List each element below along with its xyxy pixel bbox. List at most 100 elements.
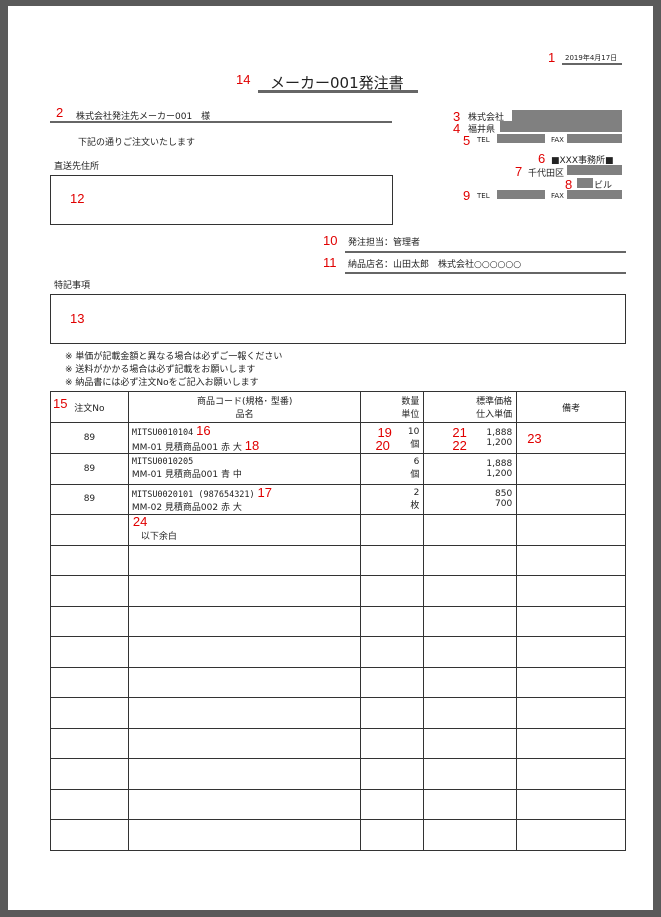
table-row bbox=[50, 666, 626, 698]
table-row bbox=[50, 727, 626, 759]
table-row bbox=[50, 788, 626, 820]
annotation: 22 bbox=[452, 438, 467, 453]
table-row bbox=[50, 697, 626, 729]
note-line: ※ 送料がかかる場合は必ず記載をお願いします bbox=[65, 365, 256, 375]
product-code: MITSU0020101 (987654321) bbox=[131, 490, 255, 501]
order-date: 2019年4月17日 bbox=[565, 54, 618, 62]
annotation: 5 bbox=[463, 133, 471, 148]
ship-to-box bbox=[50, 175, 393, 225]
table-row bbox=[50, 575, 626, 607]
redacted-block bbox=[577, 178, 593, 188]
purchase-order-page: 1 2019年4月17日 14 メーカー001発注書 2 株式会社発注先メーカー… bbox=[8, 6, 653, 910]
cost-price: 700 bbox=[495, 499, 513, 510]
annotation: 18 bbox=[244, 438, 260, 453]
intro-text: 下記の通りご注文いたします bbox=[78, 138, 196, 148]
unit: 枚 bbox=[410, 500, 420, 511]
annotation: 15 bbox=[53, 396, 68, 411]
annotation: 17 bbox=[257, 485, 273, 501]
remarks-box bbox=[50, 294, 626, 344]
annotation: 13 bbox=[70, 311, 85, 326]
header-code: 商品コード(規格･ 型番) bbox=[196, 397, 293, 407]
annotation: 21 bbox=[452, 425, 467, 440]
page-title: メーカー001発注書 bbox=[270, 74, 404, 92]
table-row bbox=[50, 636, 626, 668]
header-order-no: 注文No bbox=[74, 403, 105, 414]
office-building: ビル bbox=[594, 181, 613, 191]
annotation: 4 bbox=[453, 121, 461, 136]
product-name: MM-01 見積商品001 青 中 bbox=[131, 470, 242, 481]
annotation: 16 bbox=[196, 423, 211, 438]
order-no: 89 bbox=[83, 494, 96, 505]
redacted-block bbox=[567, 165, 622, 175]
ship-to-label: 直送先住所 bbox=[54, 162, 100, 172]
table-header: 15 注文No 商品コード(規格･ 型番) 品名 数量単位 標準価格仕入単価 備考 bbox=[50, 391, 626, 423]
annotation: 2 bbox=[56, 105, 64, 120]
note-line: ※ 単価が記載金額と異なる場合は必ずご一報ください bbox=[65, 352, 283, 362]
annotation: 23 bbox=[527, 431, 542, 446]
cost-price: 1,200 bbox=[486, 438, 513, 448]
delivery-store: 納品店名：山田太郎 株式会社○○○○○○ bbox=[348, 260, 522, 270]
sender-prefecture: 福井県 bbox=[468, 125, 496, 135]
product-name: MM-01 見積商品001 赤 大 bbox=[131, 443, 242, 453]
annotation: 20 bbox=[375, 438, 390, 453]
quantity: 6 bbox=[413, 457, 420, 468]
redacted-block bbox=[567, 134, 622, 143]
note-line: ※ 納品書には必ず注文Noをご記入お願いします bbox=[65, 378, 259, 388]
standard-price: 850 bbox=[495, 489, 513, 500]
annotation: 9 bbox=[463, 188, 471, 203]
end-mark: 以下余白 bbox=[140, 532, 177, 542]
office-name: ■XXX事務所■ bbox=[551, 156, 614, 166]
quantity: 2 bbox=[413, 487, 420, 498]
redacted-block bbox=[497, 134, 545, 143]
redacted-block bbox=[512, 110, 622, 121]
header-std-price: 標準価格 bbox=[476, 397, 513, 407]
header-note: 備考 bbox=[562, 403, 581, 414]
annotation: 11 bbox=[323, 255, 337, 270]
table-row bbox=[50, 758, 626, 790]
annotation: 10 bbox=[323, 233, 338, 248]
order-table: 15 注文No 商品コード(規格･ 型番) 品名 数量 単位 標準価格 仕入単価 備考 … bbox=[50, 391, 626, 851]
header-unit: 単位 bbox=[401, 410, 420, 420]
unit: 個 bbox=[410, 470, 420, 481]
annotation: 1 bbox=[548, 50, 556, 65]
product-code: MITSU0010104 bbox=[131, 428, 194, 438]
annotation: 8 bbox=[565, 177, 573, 192]
remarks-label: 特記事項 bbox=[54, 281, 91, 291]
annotation: 6 bbox=[538, 151, 546, 166]
annotation: 19 bbox=[377, 425, 392, 440]
annotation: 3 bbox=[453, 109, 461, 124]
redacted-block bbox=[500, 121, 622, 132]
recipient-name: 株式会社発注先メーカー001 様 bbox=[76, 112, 211, 122]
office-ward: 千代田区 bbox=[528, 169, 565, 179]
quantity: 10 bbox=[407, 426, 420, 437]
table-row bbox=[50, 544, 626, 576]
tel-label: TEL bbox=[477, 192, 490, 200]
product-code: MITSU0010205 bbox=[131, 457, 194, 468]
tel-label: TEL bbox=[477, 136, 490, 144]
annotation: 14 bbox=[236, 72, 251, 87]
order-person: 発注担当：管理者 bbox=[348, 238, 421, 248]
annotation: 24 bbox=[132, 514, 148, 529]
table-row: 24 以下余白 bbox=[50, 514, 626, 546]
unit: 個 bbox=[410, 439, 420, 450]
standard-price: 1,888 bbox=[486, 428, 513, 438]
header-cost: 仕入単価 bbox=[476, 410, 513, 420]
fax-label: FAX bbox=[551, 192, 564, 200]
annotation: 7 bbox=[515, 164, 523, 179]
table-row bbox=[50, 605, 626, 637]
redacted-block bbox=[497, 190, 545, 199]
cost-price: 1,200 bbox=[486, 468, 513, 479]
table-row bbox=[50, 819, 626, 851]
table-row: 89 MITSU0020101 (987654321) 17 MM-02 見積商品… bbox=[50, 483, 626, 515]
header-name: 品名 bbox=[235, 410, 254, 420]
fax-label: FAX bbox=[551, 136, 564, 144]
order-no: 89 bbox=[83, 463, 96, 474]
header-qty: 数量 bbox=[401, 397, 420, 407]
product-name: MM-02 見積商品002 赤 大 bbox=[131, 503, 242, 514]
table-row: 89 MITSU0010205 MM-01 見積商品001 青 中 6 個 1,8… bbox=[50, 453, 626, 485]
sender-company: 株式会社 bbox=[468, 113, 505, 123]
table-row: 89 MITSU0010104 16 MM-01 見積商品001 赤 大 18 1… bbox=[50, 422, 626, 454]
annotation: 12 bbox=[70, 191, 85, 206]
redacted-block bbox=[567, 190, 622, 199]
standard-price: 1,888 bbox=[486, 458, 513, 469]
